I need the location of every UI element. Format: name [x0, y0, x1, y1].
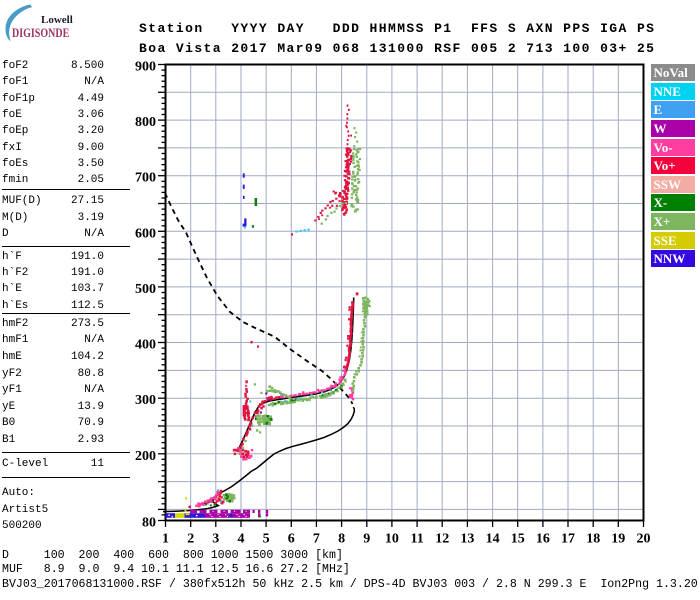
svg-text:10: 10: [385, 531, 399, 546]
svg-text:18: 18: [586, 531, 600, 546]
svg-text:11: 11: [410, 531, 423, 546]
svg-text:19: 19: [611, 531, 625, 546]
svg-text:16: 16: [536, 531, 550, 546]
svg-text:600: 600: [135, 226, 156, 241]
svg-text:2: 2: [187, 531, 194, 546]
svg-text:80: 80: [142, 516, 156, 531]
svg-text:20: 20: [637, 531, 651, 546]
svg-text:9: 9: [363, 531, 370, 546]
svg-text:700: 700: [135, 171, 156, 186]
svg-text:6: 6: [288, 531, 295, 546]
svg-text:15: 15: [511, 531, 525, 546]
svg-text:200: 200: [135, 449, 156, 464]
svg-text:17: 17: [561, 531, 575, 546]
svg-text:1: 1: [162, 531, 169, 546]
svg-text:14: 14: [486, 531, 500, 546]
svg-text:300: 300: [135, 393, 156, 408]
svg-text:800: 800: [135, 115, 156, 130]
svg-text:12: 12: [435, 531, 449, 546]
svg-text:3: 3: [212, 531, 219, 546]
svg-text:500: 500: [135, 282, 156, 297]
svg-text:13: 13: [460, 531, 474, 546]
svg-text:7: 7: [313, 531, 320, 546]
svg-text:4: 4: [238, 531, 245, 546]
svg-text:400: 400: [135, 338, 156, 353]
svg-text:900: 900: [135, 60, 156, 75]
svg-text:5: 5: [263, 531, 270, 546]
svg-text:8: 8: [338, 531, 345, 546]
